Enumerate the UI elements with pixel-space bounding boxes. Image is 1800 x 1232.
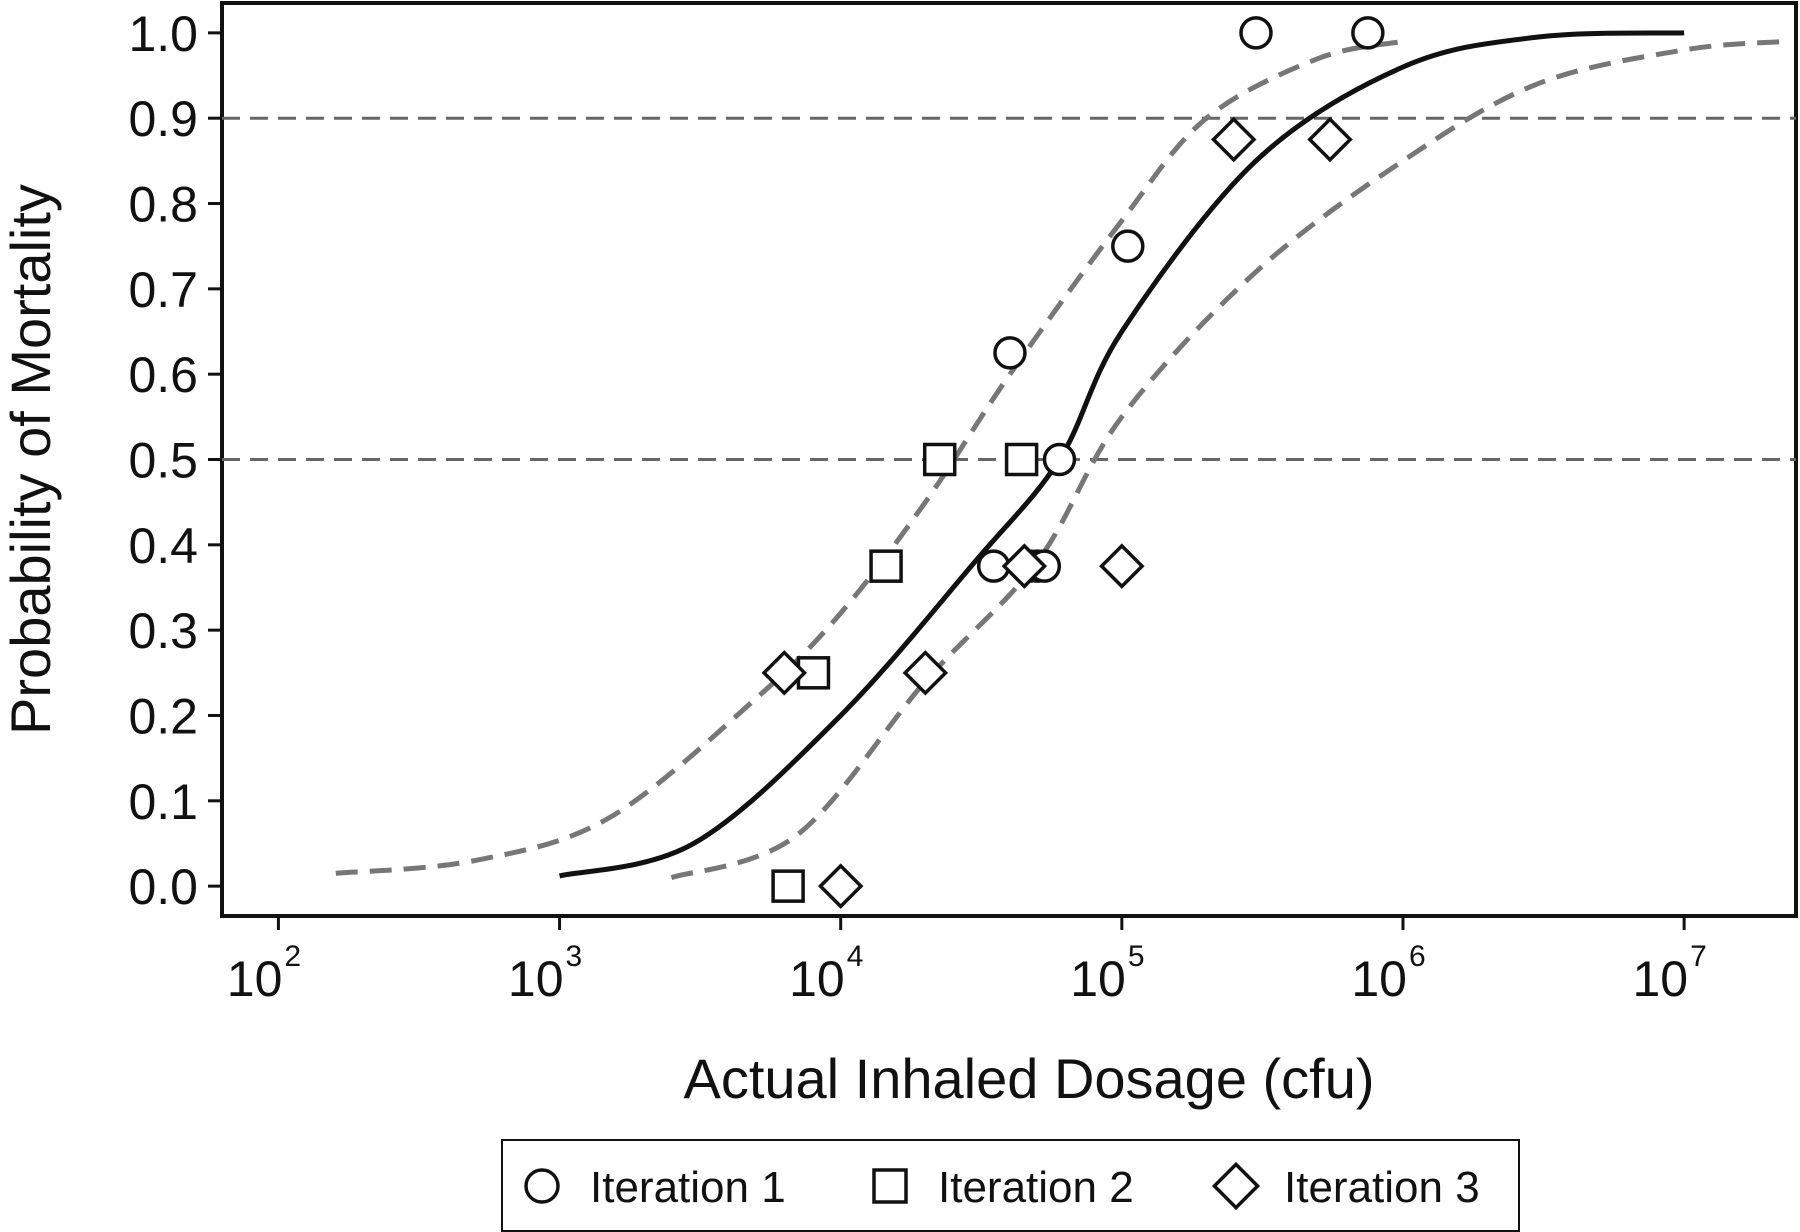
legend-box	[501, 1139, 1520, 1232]
square-marker-icon	[922, 442, 957, 477]
x-tick-base: 10	[1070, 951, 1126, 1007]
diamond-marker-icon	[1307, 116, 1353, 163]
y-tick-label: 0.5	[128, 433, 198, 489]
x-tick-label: 10 5	[1070, 940, 1144, 1007]
y-tick-label: 0.4	[128, 518, 198, 574]
y-axis: 0.0 0.1 0.2 0.3 0.4 0.5 0.6 0.7 0.8 0.9 1.0	[128, 6, 222, 915]
y-tick-label: 0.8	[128, 177, 198, 233]
x-tick-label: 10 4	[789, 940, 863, 1007]
circle-marker-icon	[993, 336, 1027, 370]
y-axis-title: Probability of Mortality	[0, 184, 62, 735]
x-tick-base: 10	[1351, 951, 1407, 1007]
x-tick-exponent: 2	[284, 940, 301, 973]
x-tick-exponent: 3	[566, 940, 583, 973]
y-tick-label: 0.2	[128, 688, 198, 744]
x-tick-label: 10 3	[508, 940, 582, 1007]
square-marker-icon	[1004, 442, 1039, 477]
x-tick-base: 10	[227, 951, 283, 1007]
diamond-marker-icon	[817, 863, 864, 909]
x-tick-label: 10 6	[1351, 940, 1425, 1007]
x-tick-base: 10	[508, 951, 564, 1007]
square-marker-icon	[872, 1168, 908, 1204]
series-iteration-2	[771, 442, 1039, 903]
x-tick-label: 10 2	[227, 940, 301, 1007]
legend-label: Iteration 3	[1284, 1163, 1480, 1212]
x-tick-exponent: 7	[1690, 940, 1707, 973]
y-tick-label: 0.7	[128, 262, 198, 318]
fit-curves	[335, 30, 1787, 880]
confidence-band-curve	[670, 38, 1787, 880]
series-iteration-3	[761, 116, 1353, 909]
x-tick-label: 10 7	[1632, 940, 1706, 1007]
square-marker-icon	[771, 869, 805, 903]
legend-label: Iteration 2	[938, 1163, 1134, 1212]
y-tick-label: 0.1	[128, 774, 198, 830]
x-tick-exponent: 5	[1128, 940, 1145, 973]
circle-marker-icon	[1111, 229, 1145, 263]
fit-curve	[558, 30, 1685, 879]
x-tick-base: 10	[789, 951, 845, 1007]
circle-marker-icon	[524, 1168, 560, 1204]
series-iteration-1	[976, 16, 1385, 583]
x-tick-exponent: 6	[1409, 940, 1426, 973]
confidence-band-curve	[335, 38, 1404, 876]
square-marker-icon	[869, 549, 903, 583]
y-tick-label: 0.9	[128, 91, 198, 147]
y-tick-label: 0.3	[128, 603, 198, 659]
circle-marker-icon	[1239, 16, 1273, 50]
diamond-marker-icon	[1211, 1161, 1261, 1211]
x-axis: 10 2 10 3 10 4 10 5 10 6 10 7	[227, 916, 1707, 1007]
diamond-marker-icon	[1099, 543, 1145, 589]
circle-marker-icon	[1351, 16, 1385, 50]
data-markers	[761, 16, 1385, 909]
diamond-marker-icon	[1210, 116, 1257, 163]
x-tick-exponent: 4	[847, 940, 864, 973]
diamond-marker-icon	[1001, 543, 1048, 589]
x-axis-title: Actual Inhaled Dosage (cfu)	[683, 1047, 1374, 1110]
legend-label: Iteration 1	[590, 1163, 786, 1212]
circle-marker-icon	[1042, 442, 1077, 477]
y-tick-label: 0.6	[128, 347, 198, 403]
diamond-marker-icon	[761, 650, 808, 696]
y-tick-label: 1.0	[128, 6, 198, 62]
reference-lines	[222, 116, 1796, 461]
diamond-marker-icon	[902, 650, 949, 696]
x-tick-base: 10	[1632, 951, 1688, 1007]
legend: Iteration 1 Iteration 2 Iteration 3	[501, 1139, 1520, 1232]
y-tick-label: 0.0	[128, 859, 198, 915]
